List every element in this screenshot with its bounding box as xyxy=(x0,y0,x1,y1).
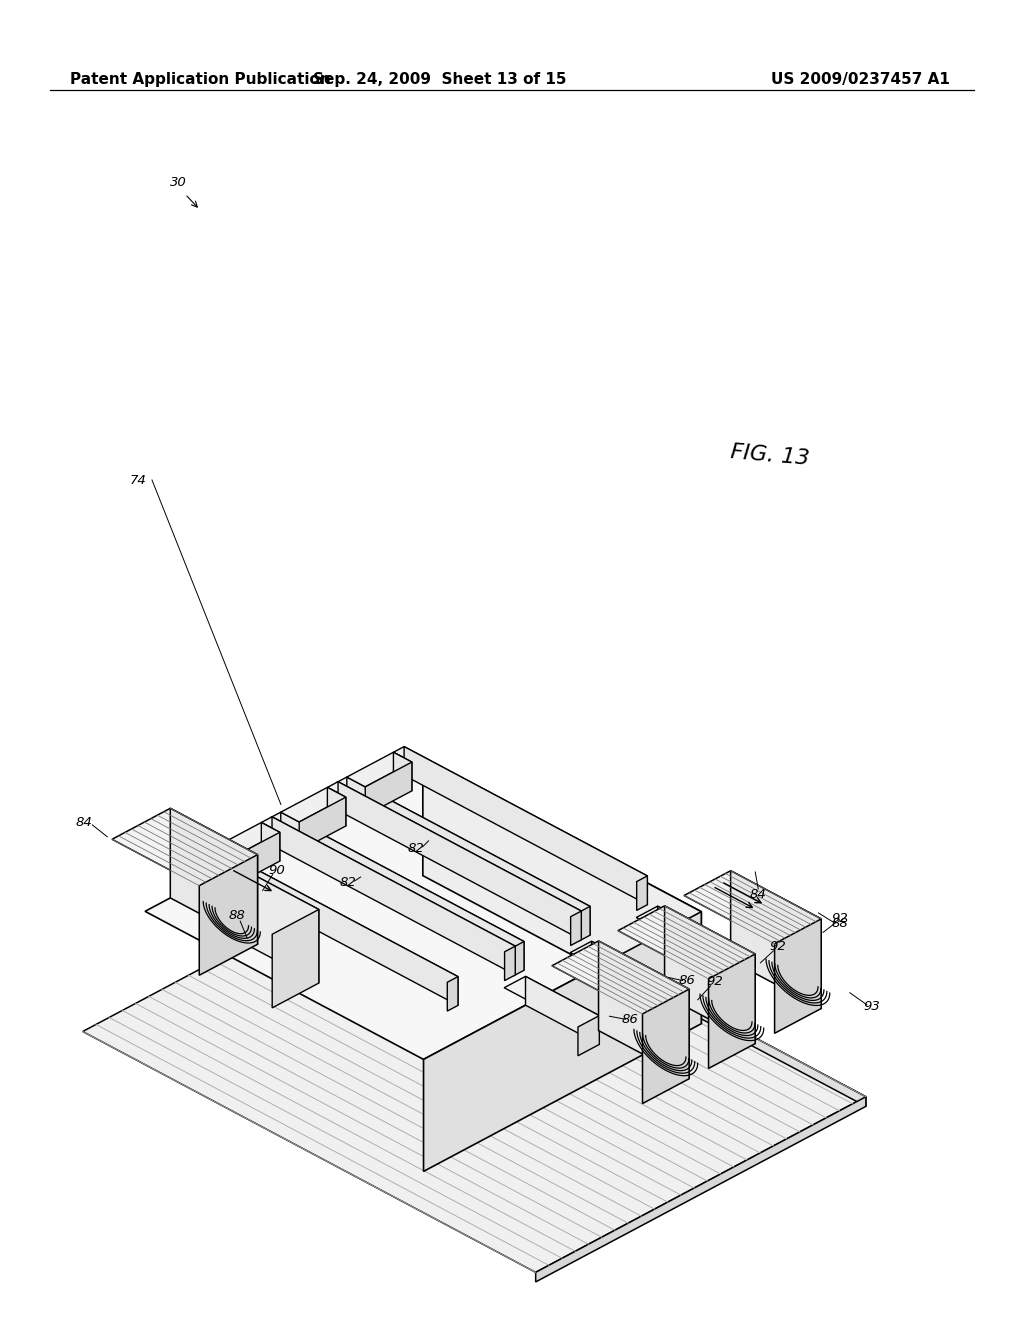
Polygon shape xyxy=(592,941,666,1010)
Polygon shape xyxy=(204,847,458,982)
Polygon shape xyxy=(774,919,821,1034)
Text: 88: 88 xyxy=(831,917,848,931)
Text: 92: 92 xyxy=(769,940,785,953)
Polygon shape xyxy=(233,833,280,886)
Polygon shape xyxy=(83,855,866,1272)
Text: 30: 30 xyxy=(170,176,186,189)
Polygon shape xyxy=(570,941,666,991)
Polygon shape xyxy=(328,787,346,826)
Polygon shape xyxy=(215,822,280,857)
Polygon shape xyxy=(200,854,258,975)
Polygon shape xyxy=(536,1097,866,1282)
Polygon shape xyxy=(580,907,590,941)
Polygon shape xyxy=(145,764,701,1060)
Polygon shape xyxy=(215,847,458,1006)
Polygon shape xyxy=(637,876,647,911)
Text: 84: 84 xyxy=(750,888,767,902)
Polygon shape xyxy=(366,762,412,816)
Text: 84: 84 xyxy=(76,816,93,829)
Polygon shape xyxy=(404,747,647,904)
Text: 82: 82 xyxy=(408,842,424,855)
Polygon shape xyxy=(281,812,524,970)
Text: 92: 92 xyxy=(707,975,723,989)
Polygon shape xyxy=(272,817,515,975)
Polygon shape xyxy=(447,977,458,1011)
Polygon shape xyxy=(636,906,731,957)
Polygon shape xyxy=(281,787,346,822)
Text: 88: 88 xyxy=(228,908,246,921)
Polygon shape xyxy=(261,822,280,861)
Polygon shape xyxy=(599,941,689,1078)
Text: Patent Application Publication: Patent Application Publication xyxy=(70,73,331,87)
Polygon shape xyxy=(665,906,755,1044)
Text: US 2009/0237457 A1: US 2009/0237457 A1 xyxy=(771,73,950,87)
Polygon shape xyxy=(272,909,318,1008)
Polygon shape xyxy=(393,752,412,791)
Polygon shape xyxy=(504,977,599,1027)
Polygon shape xyxy=(684,871,821,944)
Polygon shape xyxy=(642,989,689,1104)
Polygon shape xyxy=(710,945,731,986)
Polygon shape xyxy=(252,874,318,983)
Polygon shape xyxy=(338,781,582,940)
Polygon shape xyxy=(644,981,666,1020)
Text: Sep. 24, 2009  Sheet 13 of 15: Sep. 24, 2009 Sheet 13 of 15 xyxy=(313,73,566,87)
Polygon shape xyxy=(525,977,599,1044)
Text: 74: 74 xyxy=(130,474,146,487)
Polygon shape xyxy=(170,808,258,944)
Polygon shape xyxy=(709,954,755,1068)
Polygon shape xyxy=(299,797,346,851)
Polygon shape xyxy=(617,906,755,979)
Text: 90: 90 xyxy=(268,865,285,876)
Polygon shape xyxy=(578,1015,599,1056)
Polygon shape xyxy=(657,906,731,974)
Polygon shape xyxy=(336,777,590,912)
Polygon shape xyxy=(505,946,515,981)
Text: 93: 93 xyxy=(863,1001,881,1014)
Polygon shape xyxy=(552,941,689,1014)
Polygon shape xyxy=(328,781,582,916)
Text: 86: 86 xyxy=(678,974,695,987)
Polygon shape xyxy=(413,855,866,1106)
Text: 86: 86 xyxy=(622,1012,639,1026)
Polygon shape xyxy=(513,941,524,975)
Polygon shape xyxy=(393,747,647,882)
Text: 92: 92 xyxy=(831,912,849,925)
Polygon shape xyxy=(423,764,701,1024)
Polygon shape xyxy=(347,777,590,935)
Polygon shape xyxy=(347,752,412,787)
Text: FIG. 13: FIG. 13 xyxy=(730,442,810,469)
Text: 82: 82 xyxy=(339,876,356,890)
Polygon shape xyxy=(570,911,582,945)
Polygon shape xyxy=(270,812,524,948)
Polygon shape xyxy=(424,912,701,1171)
Polygon shape xyxy=(261,817,515,952)
Polygon shape xyxy=(730,871,821,1008)
Polygon shape xyxy=(112,808,258,886)
Polygon shape xyxy=(205,874,318,935)
